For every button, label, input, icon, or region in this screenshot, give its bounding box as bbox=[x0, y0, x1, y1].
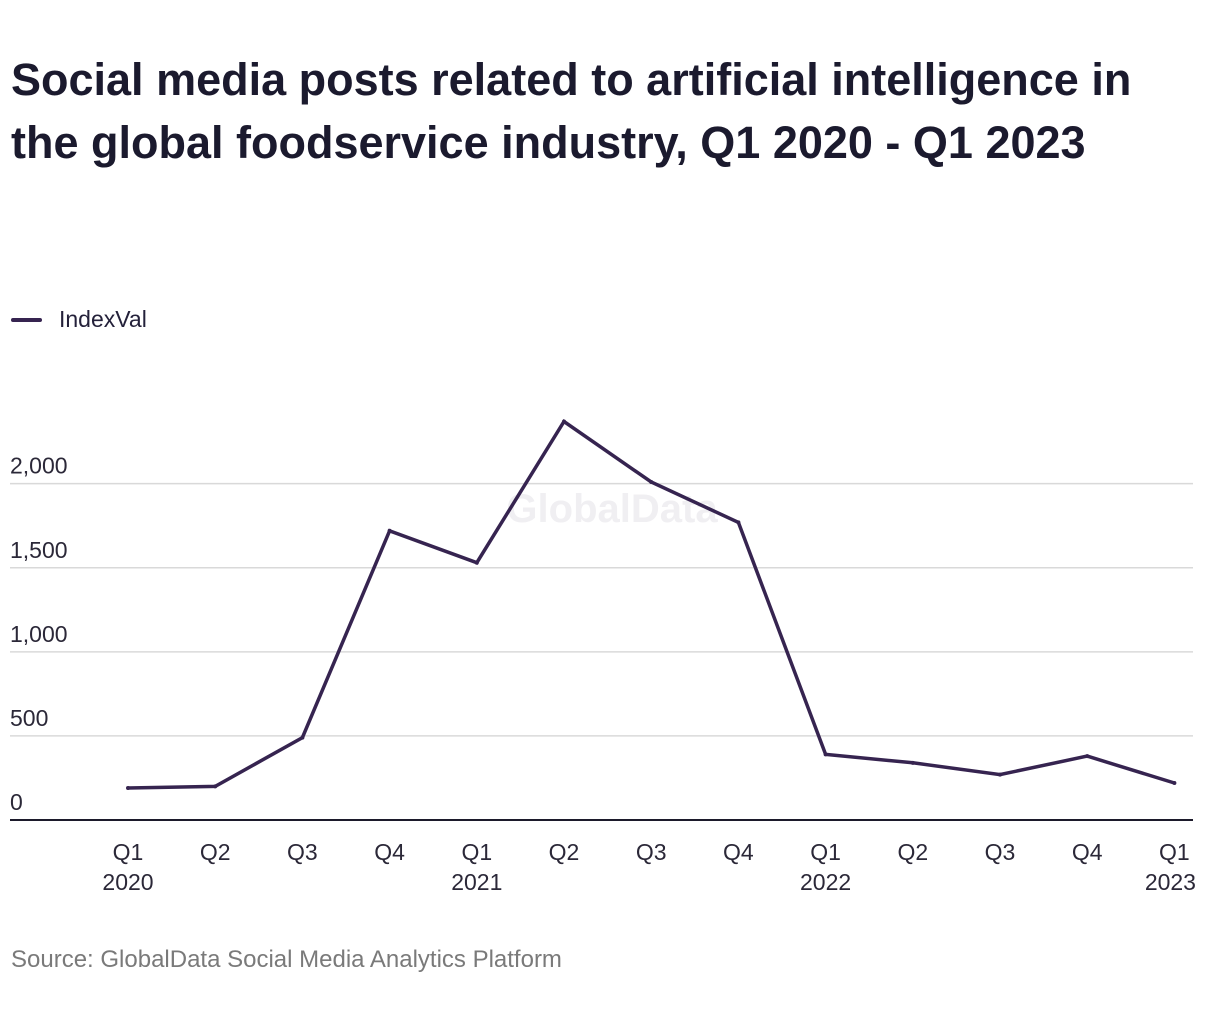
series-group bbox=[126, 419, 1177, 791]
x-tick-year-label: 2022 bbox=[800, 869, 851, 895]
y-tick-label: 2,000 bbox=[10, 453, 68, 479]
y-axis-ticks: 0 500 1,000 1,500 2,000 bbox=[10, 453, 68, 815]
data-point bbox=[126, 786, 130, 791]
legend-label: IndexVal bbox=[59, 306, 147, 332]
x-tick-label: Q3 bbox=[985, 839, 1016, 865]
data-point bbox=[562, 419, 566, 424]
data-point bbox=[910, 760, 915, 765]
data-point bbox=[387, 528, 392, 533]
y-tick-label: 500 bbox=[10, 705, 48, 731]
y-tick-label: 1,000 bbox=[10, 621, 68, 647]
x-tick-label: Q1 bbox=[113, 839, 144, 865]
x-tick-label: Q4 bbox=[723, 839, 754, 865]
x-tick-label: Q3 bbox=[636, 839, 667, 865]
x-tick-label: Q2 bbox=[549, 839, 580, 865]
x-tick-year-label: 2021 bbox=[451, 869, 502, 895]
y-tick-label: 1,500 bbox=[10, 537, 68, 563]
series-line-indexval bbox=[127, 419, 1175, 790]
x-tick-label: Q4 bbox=[374, 839, 405, 865]
x-tick-year-label: 2020 bbox=[102, 869, 153, 895]
data-point bbox=[823, 752, 828, 757]
x-tick-label: Q1 bbox=[810, 839, 841, 865]
x-tick-year-label: 2023 bbox=[1145, 869, 1196, 895]
data-point bbox=[474, 560, 479, 565]
x-tick-label: Q2 bbox=[897, 839, 928, 865]
x-tick-label: Q2 bbox=[200, 839, 231, 865]
data-point bbox=[300, 735, 305, 740]
data-point bbox=[1085, 754, 1090, 759]
source-note: Source: GlobalData Social Media Analytic… bbox=[11, 946, 562, 973]
data-point bbox=[736, 520, 741, 525]
x-tick-label: Q3 bbox=[287, 839, 318, 865]
grid-lines bbox=[10, 482, 1193, 737]
x-tick-label: Q1 bbox=[461, 839, 492, 865]
legend: IndexVal bbox=[11, 306, 147, 333]
watermark: GlobalData bbox=[506, 487, 718, 531]
data-point bbox=[998, 772, 1002, 777]
legend-swatch bbox=[11, 317, 42, 322]
x-tick-label: Q1 bbox=[1159, 839, 1190, 865]
y-tick-label: 0 bbox=[10, 789, 23, 815]
x-tick-label: Q4 bbox=[1072, 839, 1103, 865]
data-point bbox=[213, 784, 218, 789]
chart-title: Social media posts related to artificial… bbox=[11, 54, 1132, 168]
x-axis-ticks: Q1 2020 Q2 Q3 Q4 Q1 2021 Q2 Q3 Q4 Q1 2022 Q2 Q3 Q4 Q1 20… bbox=[102, 839, 1196, 895]
data-point bbox=[1172, 781, 1177, 786]
data-point bbox=[649, 479, 654, 484]
